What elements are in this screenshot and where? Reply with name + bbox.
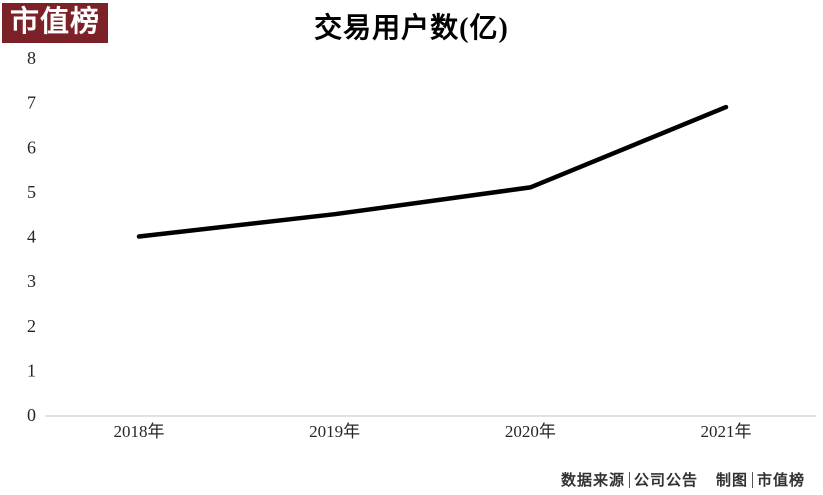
divider-bar <box>628 472 630 488</box>
y-axis-tick-label: 5 <box>27 182 36 202</box>
source-credit: 数据来源 公司公告 制图 市值榜 <box>561 469 805 490</box>
y-axis-tick-label: 3 <box>27 271 36 291</box>
brand-badge: 市值榜 <box>2 3 109 43</box>
credit-value: 市值榜 <box>756 473 805 489</box>
source-value: 公司公告 <box>633 473 698 489</box>
divider-bar <box>751 472 753 488</box>
credit-label: 制图 <box>715 473 748 489</box>
chart-title: 交易用户数(亿) <box>314 13 509 44</box>
y-axis-tick-label: 4 <box>27 227 36 247</box>
y-axis-tick-label: 2 <box>27 316 36 336</box>
y-axis-tick-label: 6 <box>27 137 36 157</box>
y-axis-tick-label: 1 <box>27 360 36 380</box>
data-line <box>136 104 729 239</box>
brand-badge-text: 市值榜 <box>10 6 101 38</box>
x-axis-tick-label: 2018年 <box>114 422 165 441</box>
line-chart: 0 1 2 3 4 5 6 7 8 2018年 2019年 2020年 2021年 <box>27 48 816 441</box>
y-axis-tick-label: 8 <box>27 48 36 68</box>
y-axis-tick-label: 0 <box>27 405 36 425</box>
x-axis-tick-label: 2019年 <box>309 422 360 441</box>
y-axis-tick-label: 7 <box>27 93 36 113</box>
x-axis-tick-label: 2021年 <box>701 422 752 441</box>
source-label: 数据来源 <box>560 473 625 489</box>
x-axis-tick-label: 2020年 <box>505 422 556 441</box>
